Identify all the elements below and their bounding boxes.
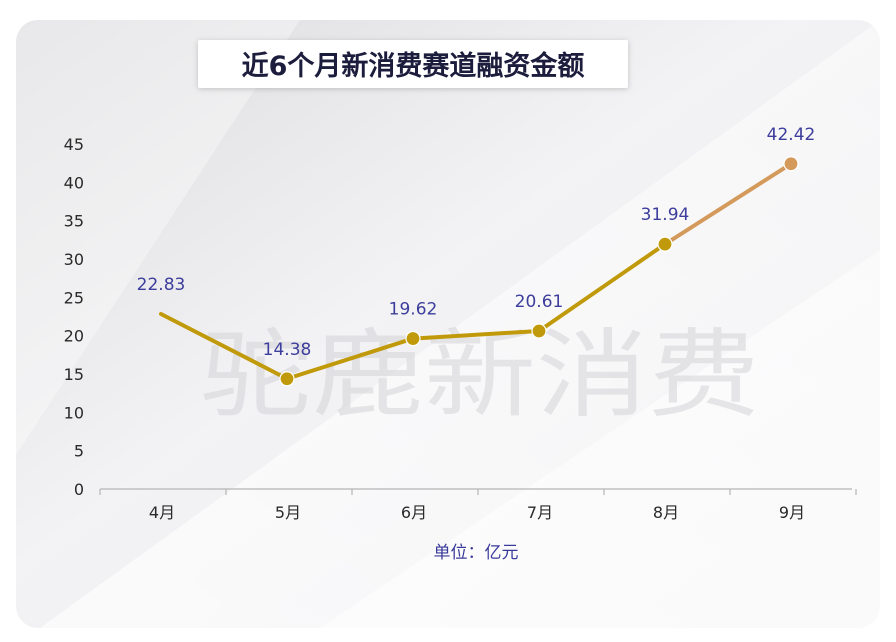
y-tick-label: 0 (74, 480, 84, 499)
data-point (531, 323, 547, 339)
y-tick-label: 5 (74, 442, 84, 461)
series-line-segment (285, 336, 415, 381)
data-label: 31.94 (641, 205, 690, 225)
series-point-layer (279, 156, 799, 387)
data-label: 19.62 (389, 300, 438, 320)
data-point (279, 371, 295, 387)
data-label-layer: 22.83 14.38 19.62 20.61 31.94 42.42 (137, 125, 816, 360)
x-tick-label: 7月 (527, 503, 553, 522)
series-line-segment (159, 311, 289, 381)
series-line-layer (159, 161, 793, 381)
x-tick-label: 5月 (275, 503, 301, 522)
chart-title: 近6个月新消费赛道融资金额 (242, 50, 585, 82)
y-tick-label: 45 (64, 135, 84, 154)
series-line-segment (663, 161, 793, 247)
unit-label: 单位：亿元 (434, 543, 519, 563)
chart-background (16, 20, 880, 628)
data-point (657, 236, 673, 252)
y-tick-label: 20 (64, 327, 84, 346)
y-tick-label: 30 (64, 250, 84, 269)
y-tick-label: 35 (64, 212, 84, 231)
data-label: 42.42 (767, 125, 816, 145)
data-label: 20.61 (515, 292, 564, 312)
y-tick-label: 10 (64, 403, 84, 422)
x-tick-label: 9月 (779, 503, 805, 522)
y-tick-label: 25 (64, 288, 84, 307)
data-label: 22.83 (137, 275, 186, 295)
x-tick-label: 6月 (401, 503, 427, 522)
series-line-segment (411, 328, 541, 341)
chart-title-box: 近6个月新消费赛道融资金额 (198, 40, 628, 88)
y-tick-label: 40 (64, 173, 84, 192)
y-tick-label: 15 (64, 365, 84, 384)
data-label: 14.38 (263, 340, 312, 360)
axis-layer: 0 5 10 15 20 25 30 35 40 45 4月 5月 6月 7月 8月 9月 (64, 135, 857, 522)
data-point (405, 330, 421, 347)
series-line-segment (537, 242, 667, 333)
x-tick-label: 8月 (653, 503, 679, 522)
data-point (783, 156, 799, 172)
x-tick-label: 4月 (149, 503, 175, 522)
